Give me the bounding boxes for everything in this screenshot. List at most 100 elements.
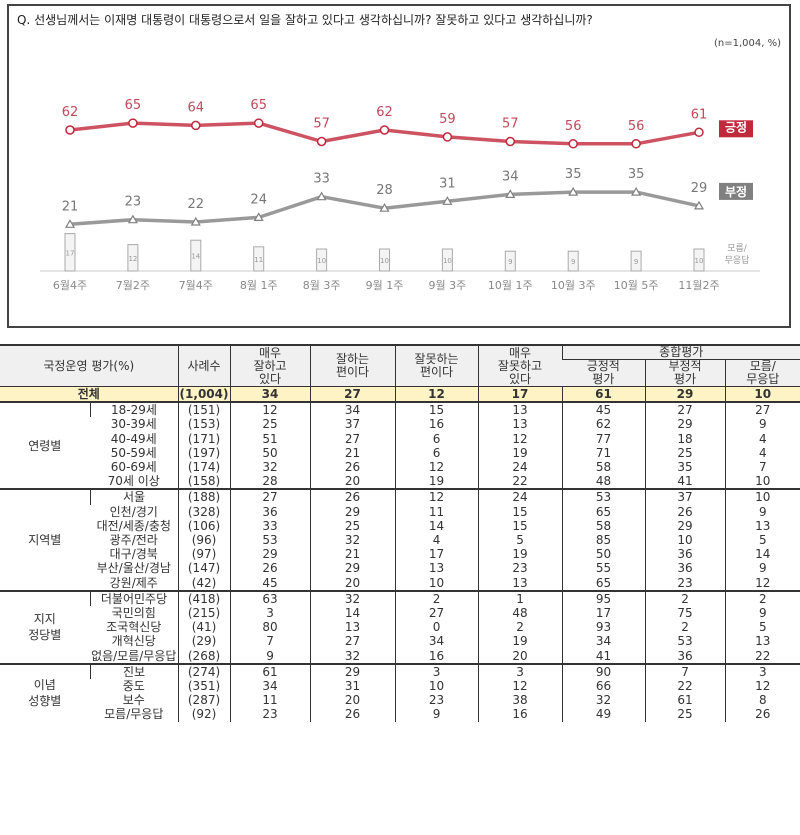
cell: 32	[561, 693, 646, 708]
cell: 4	[724, 445, 800, 461]
cell: 34	[229, 386, 311, 404]
cell: 41	[561, 648, 646, 664]
cell: (97)	[177, 547, 231, 562]
table-row: 대구/경북 (97) 29 21 17 19 50 36 14	[0, 547, 800, 562]
cell: 66	[561, 679, 646, 694]
cell: 37	[644, 488, 726, 505]
chart-panel: Q. 선생님께서는 이재명 대통령이 대통령으로서 일을 잘하고 있다고 생각하…	[7, 4, 791, 328]
dk-bar	[504, 250, 516, 272]
row-label: 인천/경기	[109, 504, 158, 519]
cell: 61	[561, 386, 646, 404]
row-label: 70세 이상	[107, 474, 160, 489]
cell: (151)	[177, 401, 231, 418]
cell: 25	[309, 518, 396, 534]
dk-bar-label: 17	[66, 249, 75, 257]
cell: 48	[477, 606, 563, 621]
cell: 7	[229, 634, 311, 649]
cell: 12	[477, 679, 563, 694]
data-point	[442, 132, 453, 142]
dk-bar-label: 10	[695, 257, 704, 265]
cell: 33	[229, 518, 311, 534]
row-label: 개혁신당	[111, 634, 156, 649]
cell: 16	[394, 417, 479, 432]
cell: 5	[724, 533, 800, 548]
cell: 51	[229, 431, 311, 446]
cell: 22	[477, 474, 563, 490]
cell: 27	[309, 386, 396, 404]
row-label: 모름/무응답	[104, 707, 164, 722]
cell: 35	[644, 460, 726, 475]
data-label: 22	[188, 197, 205, 212]
cell: 13	[477, 401, 563, 418]
cell: 29	[309, 561, 396, 576]
x-tick-label: 7월2주	[116, 279, 150, 292]
cell: 4	[394, 533, 479, 548]
cell: 71	[561, 445, 646, 461]
data-label: 62	[62, 105, 79, 120]
cell: 32	[229, 460, 311, 475]
question-text: Q. 선생님께서는 이재명 대통령이 대통령으로서 일을 잘하고 있다고 생각하…	[17, 13, 593, 27]
cell: 15	[477, 504, 563, 519]
row-label: 서울	[89, 488, 179, 505]
cell: 2	[644, 589, 726, 607]
row-label: 50-59세	[110, 445, 157, 460]
cell: 10	[394, 575, 479, 591]
cell: 20	[309, 575, 396, 591]
data-point	[568, 139, 578, 149]
cell: 14	[394, 518, 479, 534]
group-label: 연령별	[0, 401, 90, 490]
header-col: 매우 잘하고 있다	[229, 345, 311, 387]
x-tick-label: 11월2주	[678, 279, 719, 292]
cell: 4	[724, 431, 800, 446]
header-col: 긍정적 평가	[562, 359, 646, 387]
table-row: 조국혁신당 (41) 80 13 0 2 93 2 5	[0, 620, 800, 635]
cell: 53	[561, 488, 646, 505]
cell: 41	[644, 474, 726, 490]
cell: 14	[724, 547, 800, 562]
dk-bar-label: 12	[128, 255, 137, 263]
row-label: 대전/세종/충청	[96, 518, 171, 533]
table-row: 50-59세 (197) 50 21 6 19 71 25 4	[0, 445, 800, 461]
header-col: 잘못하는 편이다	[394, 345, 479, 387]
cell: 12	[394, 460, 479, 475]
cell: 65	[561, 504, 646, 519]
cell: 34	[394, 634, 479, 649]
cell: 29	[309, 662, 396, 680]
cell: 32	[309, 589, 396, 607]
cell: 26	[309, 707, 396, 722]
cell: 45	[229, 575, 311, 591]
cell: 17	[477, 386, 563, 404]
cell: 9	[724, 504, 800, 519]
data-point	[505, 136, 516, 147]
x-tick-label: 9월 1주	[366, 279, 404, 292]
cell: 13	[477, 575, 563, 591]
cell: 1	[477, 589, 563, 607]
cell: 15	[394, 401, 479, 418]
cell: 48	[561, 474, 646, 490]
cell: (287)	[177, 693, 231, 708]
cell: (328)	[177, 504, 231, 519]
table-row: 광주/전라 (96) 53 32 4 5 85 10 5	[0, 533, 800, 548]
data-point	[505, 189, 516, 198]
data-point	[128, 118, 138, 128]
cell: 12	[477, 431, 563, 446]
cell: 90	[561, 662, 646, 680]
data-point	[631, 139, 641, 149]
cell: 24	[477, 488, 563, 505]
cell: 11	[394, 504, 479, 519]
row-label: 조국혁신당	[106, 620, 162, 635]
cell: 58	[561, 460, 646, 475]
table-row: 개혁신당 (29) 7 27 34 19 34 53 13	[0, 634, 800, 649]
data-label: 34	[502, 169, 519, 184]
cell: (215)	[177, 606, 231, 621]
cell: (158)	[177, 474, 231, 490]
dk-legend-label: 무응답	[725, 254, 750, 266]
cell: 45	[561, 401, 646, 418]
cell: 12	[394, 386, 479, 404]
data-point	[442, 196, 453, 205]
data-label: 21	[62, 199, 79, 214]
data-point	[65, 125, 75, 135]
data-point	[316, 136, 327, 147]
data-label: 35	[628, 167, 645, 182]
table-row: 부산/울산/경남 (147) 26 29 13 23 55 36 9	[0, 561, 800, 576]
